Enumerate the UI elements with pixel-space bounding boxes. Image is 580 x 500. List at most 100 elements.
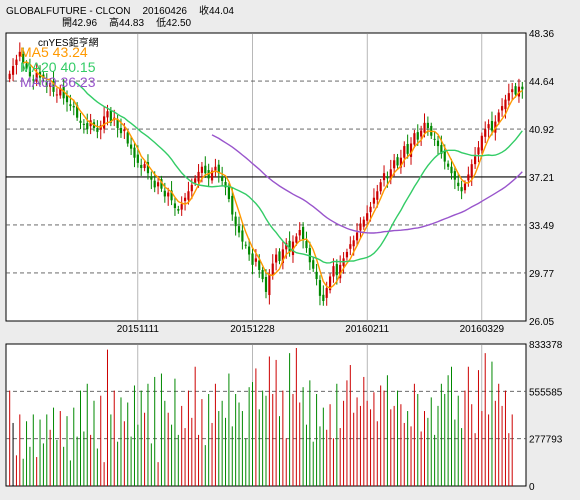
candle-body xyxy=(447,163,450,167)
candle-body xyxy=(197,171,200,182)
candle-body xyxy=(160,179,163,189)
volume-tick-label: 555585 xyxy=(529,387,563,398)
ma-legend-label: MA60 36.23 xyxy=(20,74,96,90)
candle-body xyxy=(298,229,301,236)
candle-body xyxy=(345,251,349,258)
candle-body xyxy=(318,280,322,296)
candle-body xyxy=(409,143,413,157)
candle-body xyxy=(322,294,325,301)
x-tick-label: 20151111 xyxy=(117,324,160,335)
candle-body xyxy=(140,164,143,169)
candle-body xyxy=(126,132,129,144)
candle-body xyxy=(352,240,355,247)
candle-body xyxy=(372,197,376,204)
watermark-text: cnYES鉅亨網 xyxy=(38,36,99,49)
candle-body xyxy=(150,176,153,180)
candle-body xyxy=(133,147,136,158)
y-tick-label: 29.77 xyxy=(529,269,554,280)
candle-body xyxy=(136,154,139,163)
candle-body xyxy=(163,190,166,197)
candle-body xyxy=(382,173,386,181)
candle-body xyxy=(467,174,470,181)
candle-body xyxy=(146,162,150,174)
candle-body xyxy=(379,182,382,192)
candle-body xyxy=(8,73,11,79)
candle-body xyxy=(200,166,204,173)
candle-body xyxy=(511,89,514,93)
candle-body xyxy=(349,244,352,249)
volume-tick-label: 833378 xyxy=(529,340,563,351)
candle-body xyxy=(109,110,112,123)
candle-body xyxy=(258,260,261,271)
candle-body xyxy=(399,157,402,168)
candle-body xyxy=(275,254,278,263)
x-tick-label: 20151228 xyxy=(230,324,275,335)
ma60-line xyxy=(211,134,523,234)
candle-body xyxy=(281,249,284,264)
candle-body xyxy=(210,170,214,181)
candle-body xyxy=(116,119,119,129)
candle-body xyxy=(416,132,419,140)
candle-body xyxy=(214,166,217,171)
candle-body xyxy=(308,248,311,263)
candle-body xyxy=(241,230,244,242)
candle-body xyxy=(312,260,315,269)
candle-body xyxy=(463,183,467,191)
candle-body xyxy=(28,66,32,77)
candle-body xyxy=(420,130,423,137)
chart-header-line1: GLOBALFUTURE - CLCON 20160426 收44.04 xyxy=(6,2,246,17)
candle-body xyxy=(82,123,85,125)
candle-body xyxy=(369,206,372,213)
candle-body xyxy=(497,112,500,122)
candle-body xyxy=(254,258,257,262)
volume-tick-label: 277793 xyxy=(529,435,563,446)
candle-body xyxy=(389,169,392,180)
candle-body xyxy=(474,156,477,165)
high-label: 高44.83 xyxy=(109,18,145,29)
volume-tick-label: 0 xyxy=(529,482,535,493)
candle-body xyxy=(79,120,82,123)
candle-body xyxy=(521,86,524,90)
candle-body xyxy=(183,197,187,202)
candle-body xyxy=(366,213,369,221)
candle-body xyxy=(180,204,183,210)
candle-body xyxy=(153,180,156,188)
candle-body xyxy=(103,116,106,129)
candle-body xyxy=(413,133,416,145)
candle-body xyxy=(264,276,268,292)
x-tick-label: 20160211 xyxy=(345,324,389,335)
open-label: 開42.96 xyxy=(62,18,98,29)
candle-body xyxy=(234,216,237,227)
candle-body xyxy=(204,165,207,174)
candle-body xyxy=(123,129,126,132)
candle-body xyxy=(480,135,483,151)
candle-body xyxy=(187,191,190,200)
candle-body xyxy=(69,104,72,107)
candle-body xyxy=(325,288,328,298)
candle-body xyxy=(25,63,28,69)
candle-body xyxy=(302,226,305,240)
x-tick-label: 20160329 xyxy=(460,324,505,335)
candle-body xyxy=(332,266,335,277)
candle-body xyxy=(477,147,480,155)
candle-body xyxy=(504,99,507,110)
candle-body xyxy=(190,184,193,192)
candle-body xyxy=(423,122,426,133)
candle-body xyxy=(237,226,241,233)
candle-body xyxy=(15,59,18,66)
candle-body xyxy=(507,93,510,101)
candle-body xyxy=(224,181,227,188)
candle-body xyxy=(315,271,318,280)
candle-body xyxy=(177,209,180,211)
candle-body xyxy=(35,72,38,82)
candle-body xyxy=(221,176,224,181)
candle-body xyxy=(106,111,109,118)
ma5-line xyxy=(22,61,523,289)
candle-body xyxy=(52,80,55,92)
candle-body xyxy=(500,106,504,111)
candle-body xyxy=(453,171,456,180)
ma-legend-label: MA20 40.15 xyxy=(20,59,96,75)
candle-body xyxy=(18,51,21,57)
candle-body xyxy=(62,86,65,99)
